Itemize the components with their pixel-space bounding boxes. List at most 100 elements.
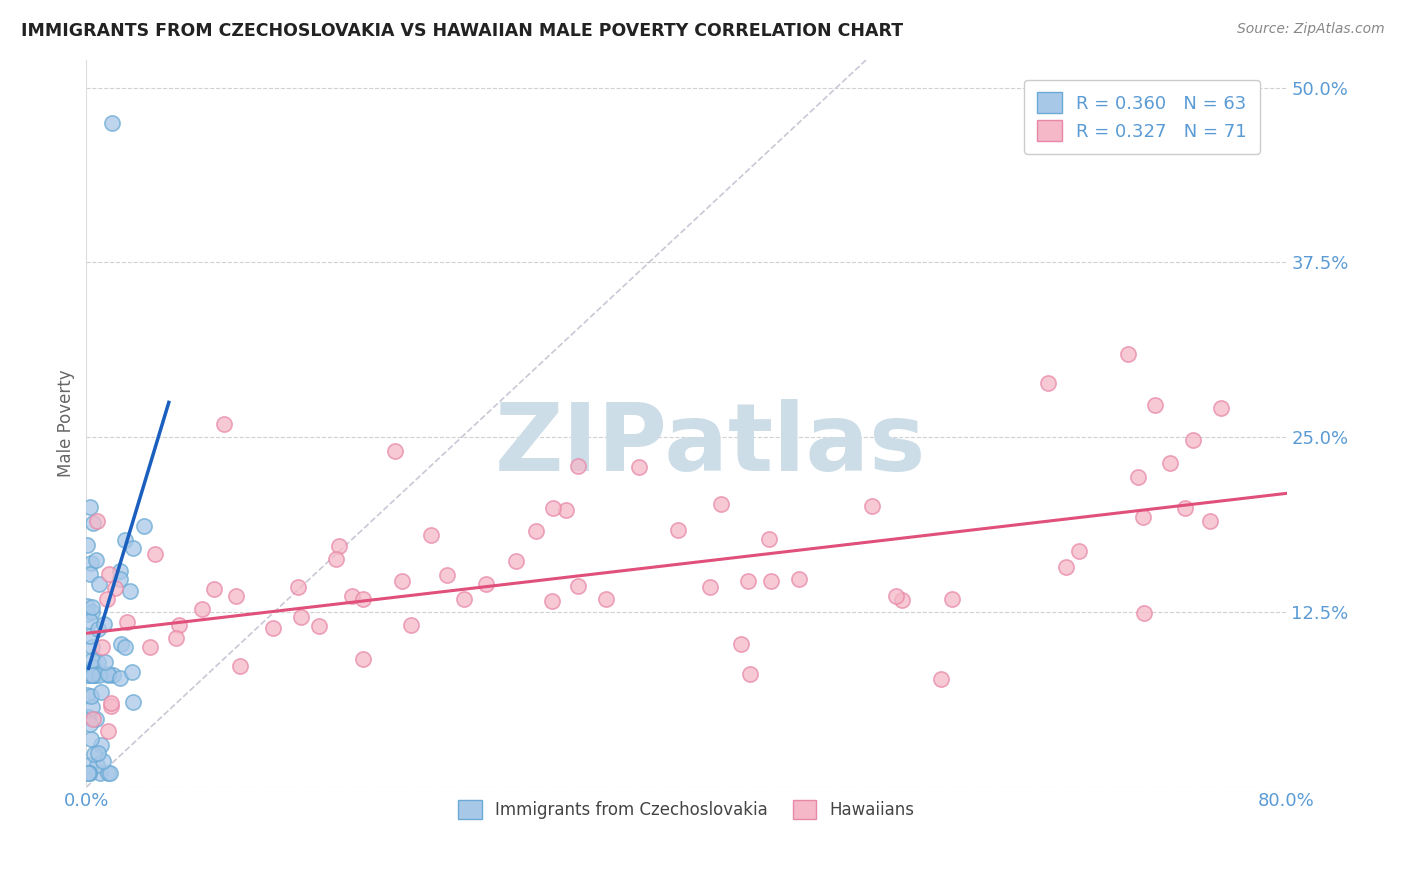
Point (91, 754, 114, 768)
Point (730, 636, 752, 650)
Point (212, 417, 235, 431)
Point (96, 592, 118, 607)
Point (89, 577, 111, 591)
Point (287, 580, 309, 594)
Point (77, 766, 100, 780)
Point (83, 747, 105, 761)
Point (122, 695, 145, 709)
Point (91, 640, 114, 654)
Point (103, 668, 125, 682)
Point (82, 640, 104, 654)
Point (567, 458, 589, 473)
Point (79, 566, 101, 581)
Point (134, 519, 156, 533)
Point (114, 640, 136, 654)
Point (165, 632, 187, 646)
Point (262, 621, 284, 635)
Point (90, 684, 112, 698)
Point (308, 618, 330, 632)
Point (567, 579, 589, 593)
Point (328, 539, 350, 553)
Point (87, 623, 110, 637)
Point (90, 738, 112, 752)
Point (627, 459, 650, 474)
Point (114, 533, 136, 547)
Point (139, 640, 162, 655)
Point (82, 516, 104, 531)
Point (1118, 347, 1140, 361)
Point (941, 591, 963, 606)
Point (475, 577, 498, 591)
Point (86, 758, 108, 772)
Point (84, 712, 107, 726)
Point (82, 700, 104, 714)
Point (391, 574, 413, 588)
Point (1126, 470, 1149, 484)
Point (80, 689, 103, 703)
Point (110, 637, 132, 651)
Point (87, 668, 110, 682)
Point (666, 523, 689, 537)
Point (77, 607, 100, 622)
Point (759, 574, 782, 588)
Point (77, 710, 100, 724)
Point (110, 565, 132, 579)
Point (117, 615, 139, 629)
Point (541, 501, 564, 516)
Point (121, 541, 143, 556)
Point (738, 667, 761, 681)
Point (76, 710, 98, 724)
Point (79, 629, 101, 643)
Text: IMMIGRANTS FROM CZECHOSLOVAKIA VS HAWAIIAN MALE POVERTY CORRELATION CHART: IMMIGRANTS FROM CZECHOSLOVAKIA VS HAWAII… (21, 22, 903, 40)
Point (1181, 434, 1204, 448)
Point (352, 652, 374, 666)
Point (76, 538, 98, 552)
Point (595, 592, 617, 607)
Point (97, 724, 120, 739)
Text: ZIPatlas: ZIPatlas (495, 400, 927, 491)
Point (82, 660, 104, 674)
Point (352, 592, 374, 607)
Point (83, 668, 105, 682)
Point (77, 757, 100, 772)
Point (384, 444, 406, 458)
Point (540, 594, 562, 608)
Point (87, 746, 110, 760)
Point (93, 617, 115, 632)
Point (84, 553, 107, 567)
Point (290, 610, 312, 624)
Point (505, 554, 527, 568)
Point (342, 590, 364, 604)
Point (555, 503, 578, 517)
Point (87, 655, 110, 669)
Point (1198, 514, 1220, 528)
Point (1144, 398, 1167, 412)
Point (108, 671, 131, 685)
Point (80, 556, 103, 570)
Point (79, 732, 101, 747)
Y-axis label: Male Poverty: Male Poverty (58, 369, 75, 477)
Point (100, 696, 122, 710)
Point (145, 547, 167, 561)
Point (436, 567, 458, 582)
Point (1174, 500, 1197, 515)
Point (97, 667, 120, 681)
Point (82, 712, 104, 726)
Point (94, 655, 117, 669)
Point (860, 499, 883, 513)
Point (100, 699, 122, 714)
Point (104, 581, 127, 595)
Point (758, 532, 780, 546)
Point (97, 766, 120, 780)
Point (80, 668, 103, 682)
Text: Source: ZipAtlas.com: Source: ZipAtlas.com (1237, 22, 1385, 37)
Point (399, 617, 422, 632)
Point (419, 528, 441, 542)
Point (121, 665, 143, 680)
Point (890, 593, 912, 607)
Point (97, 668, 120, 682)
Point (884, 590, 907, 604)
Point (325, 551, 347, 566)
Point (77, 668, 100, 682)
Point (89, 766, 111, 780)
